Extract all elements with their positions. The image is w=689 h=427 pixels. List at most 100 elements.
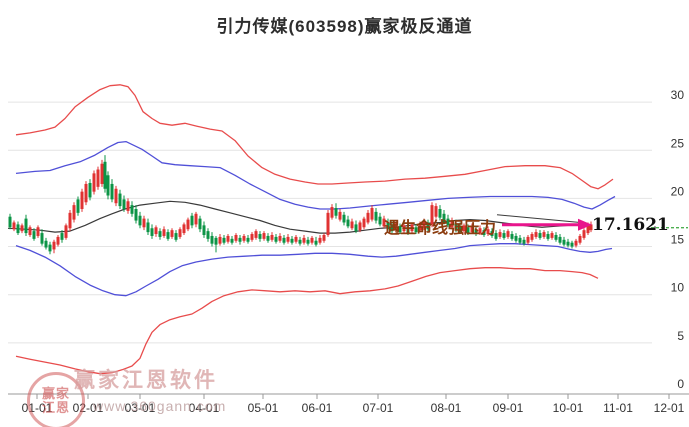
candle-body bbox=[60, 233, 64, 240]
candle-body bbox=[274, 236, 278, 242]
candle-body bbox=[306, 239, 310, 244]
pressure-arrow-head bbox=[578, 218, 592, 231]
candle-body bbox=[114, 188, 118, 204]
candle-body bbox=[166, 232, 170, 239]
candle-body bbox=[366, 212, 370, 223]
candle-body bbox=[522, 239, 526, 244]
candle-body bbox=[36, 227, 40, 236]
candle-body bbox=[402, 225, 406, 232]
candle-body bbox=[162, 229, 166, 236]
candle-body bbox=[76, 199, 80, 213]
candle-body bbox=[222, 237, 226, 243]
candle-body bbox=[326, 212, 330, 235]
candle-body bbox=[40, 233, 44, 244]
candle-body bbox=[486, 229, 490, 235]
y-axis-tick-label: 0 bbox=[677, 377, 684, 391]
candle-body bbox=[386, 222, 390, 230]
website-watermark: www.360gann.com bbox=[93, 398, 227, 414]
candle-body bbox=[226, 235, 230, 242]
candle-body bbox=[446, 218, 450, 226]
candle-body bbox=[506, 231, 510, 237]
candle-body bbox=[32, 231, 36, 239]
candle-body bbox=[286, 236, 290, 242]
candle-body bbox=[52, 241, 56, 250]
candle-body bbox=[282, 237, 286, 243]
candle-body bbox=[578, 235, 582, 243]
seal-watermark-bottom: 江恩 bbox=[41, 400, 70, 415]
candle-body bbox=[198, 218, 202, 230]
candle-body bbox=[414, 227, 418, 233]
candle-body bbox=[466, 227, 470, 234]
candle-body bbox=[238, 237, 242, 242]
candle-body bbox=[174, 233, 178, 240]
x-axis-tick-label: 10-01 bbox=[553, 401, 584, 415]
x-axis-tick-label: 09-01 bbox=[493, 401, 524, 415]
y-axis-tick-label: 20 bbox=[671, 184, 685, 198]
candle-body bbox=[370, 208, 374, 220]
lower_blue-line bbox=[15, 243, 613, 297]
candle-body bbox=[438, 208, 442, 218]
candle-body bbox=[218, 236, 222, 244]
candle-body bbox=[290, 238, 294, 243]
candle-body bbox=[358, 222, 362, 231]
candle-body bbox=[134, 208, 138, 221]
candle-body bbox=[246, 237, 250, 242]
candle-body bbox=[24, 218, 28, 234]
candle-body bbox=[190, 215, 194, 226]
candle-body bbox=[390, 225, 394, 232]
candle-body bbox=[72, 205, 76, 220]
upper_red-line bbox=[15, 84, 614, 190]
candle-body bbox=[158, 231, 162, 237]
candle-body bbox=[582, 230, 586, 238]
y-axis-tick-label: 10 bbox=[671, 281, 685, 295]
candle-body bbox=[550, 233, 554, 238]
candle-body bbox=[96, 169, 100, 187]
candle-body bbox=[430, 205, 434, 225]
x-axis-tick-label: 04-01 bbox=[189, 401, 220, 415]
y-axis-tick-label: 5 bbox=[677, 329, 684, 343]
candle-body bbox=[534, 232, 538, 237]
candle-body bbox=[12, 222, 16, 230]
candle-body bbox=[514, 235, 518, 241]
candle-body bbox=[546, 234, 550, 239]
candle-body bbox=[56, 236, 60, 245]
candle-body bbox=[294, 236, 298, 242]
candle-body bbox=[186, 219, 190, 230]
candle-body bbox=[234, 234, 238, 241]
candle-body bbox=[589, 224, 593, 231]
candle-body bbox=[382, 218, 386, 227]
candle-body bbox=[266, 235, 270, 241]
candle-body bbox=[100, 163, 104, 184]
candle-body bbox=[298, 239, 302, 244]
candle-body bbox=[330, 207, 334, 218]
candle-body bbox=[346, 219, 350, 227]
candle-body bbox=[354, 224, 358, 232]
candle-body bbox=[278, 235, 282, 241]
candle-body bbox=[398, 226, 402, 233]
x-axis-tick-label: 07-01 bbox=[363, 401, 394, 415]
candle-body bbox=[342, 214, 346, 223]
candle-body bbox=[394, 223, 398, 231]
candle-body bbox=[80, 191, 84, 209]
x-axis-tick-label: 03-01 bbox=[125, 401, 156, 415]
chart-title: 引力传媒(603598)赢家极反通道 bbox=[216, 17, 473, 36]
candle-body bbox=[542, 232, 546, 237]
candle-body bbox=[206, 231, 210, 239]
candle-body bbox=[110, 183, 114, 200]
candle-body bbox=[422, 220, 426, 229]
candle-body bbox=[462, 225, 466, 232]
candle-body bbox=[458, 226, 462, 233]
candle-body bbox=[262, 233, 266, 239]
candle-body bbox=[314, 240, 318, 245]
candle-body bbox=[88, 182, 92, 198]
candle-body bbox=[470, 226, 474, 233]
candle-body bbox=[518, 237, 522, 243]
candle-body bbox=[202, 225, 206, 235]
candle-body bbox=[44, 240, 48, 248]
candle-body bbox=[498, 232, 502, 237]
candle-body bbox=[566, 241, 570, 246]
candle-body bbox=[426, 222, 430, 230]
candle-body bbox=[170, 230, 174, 237]
